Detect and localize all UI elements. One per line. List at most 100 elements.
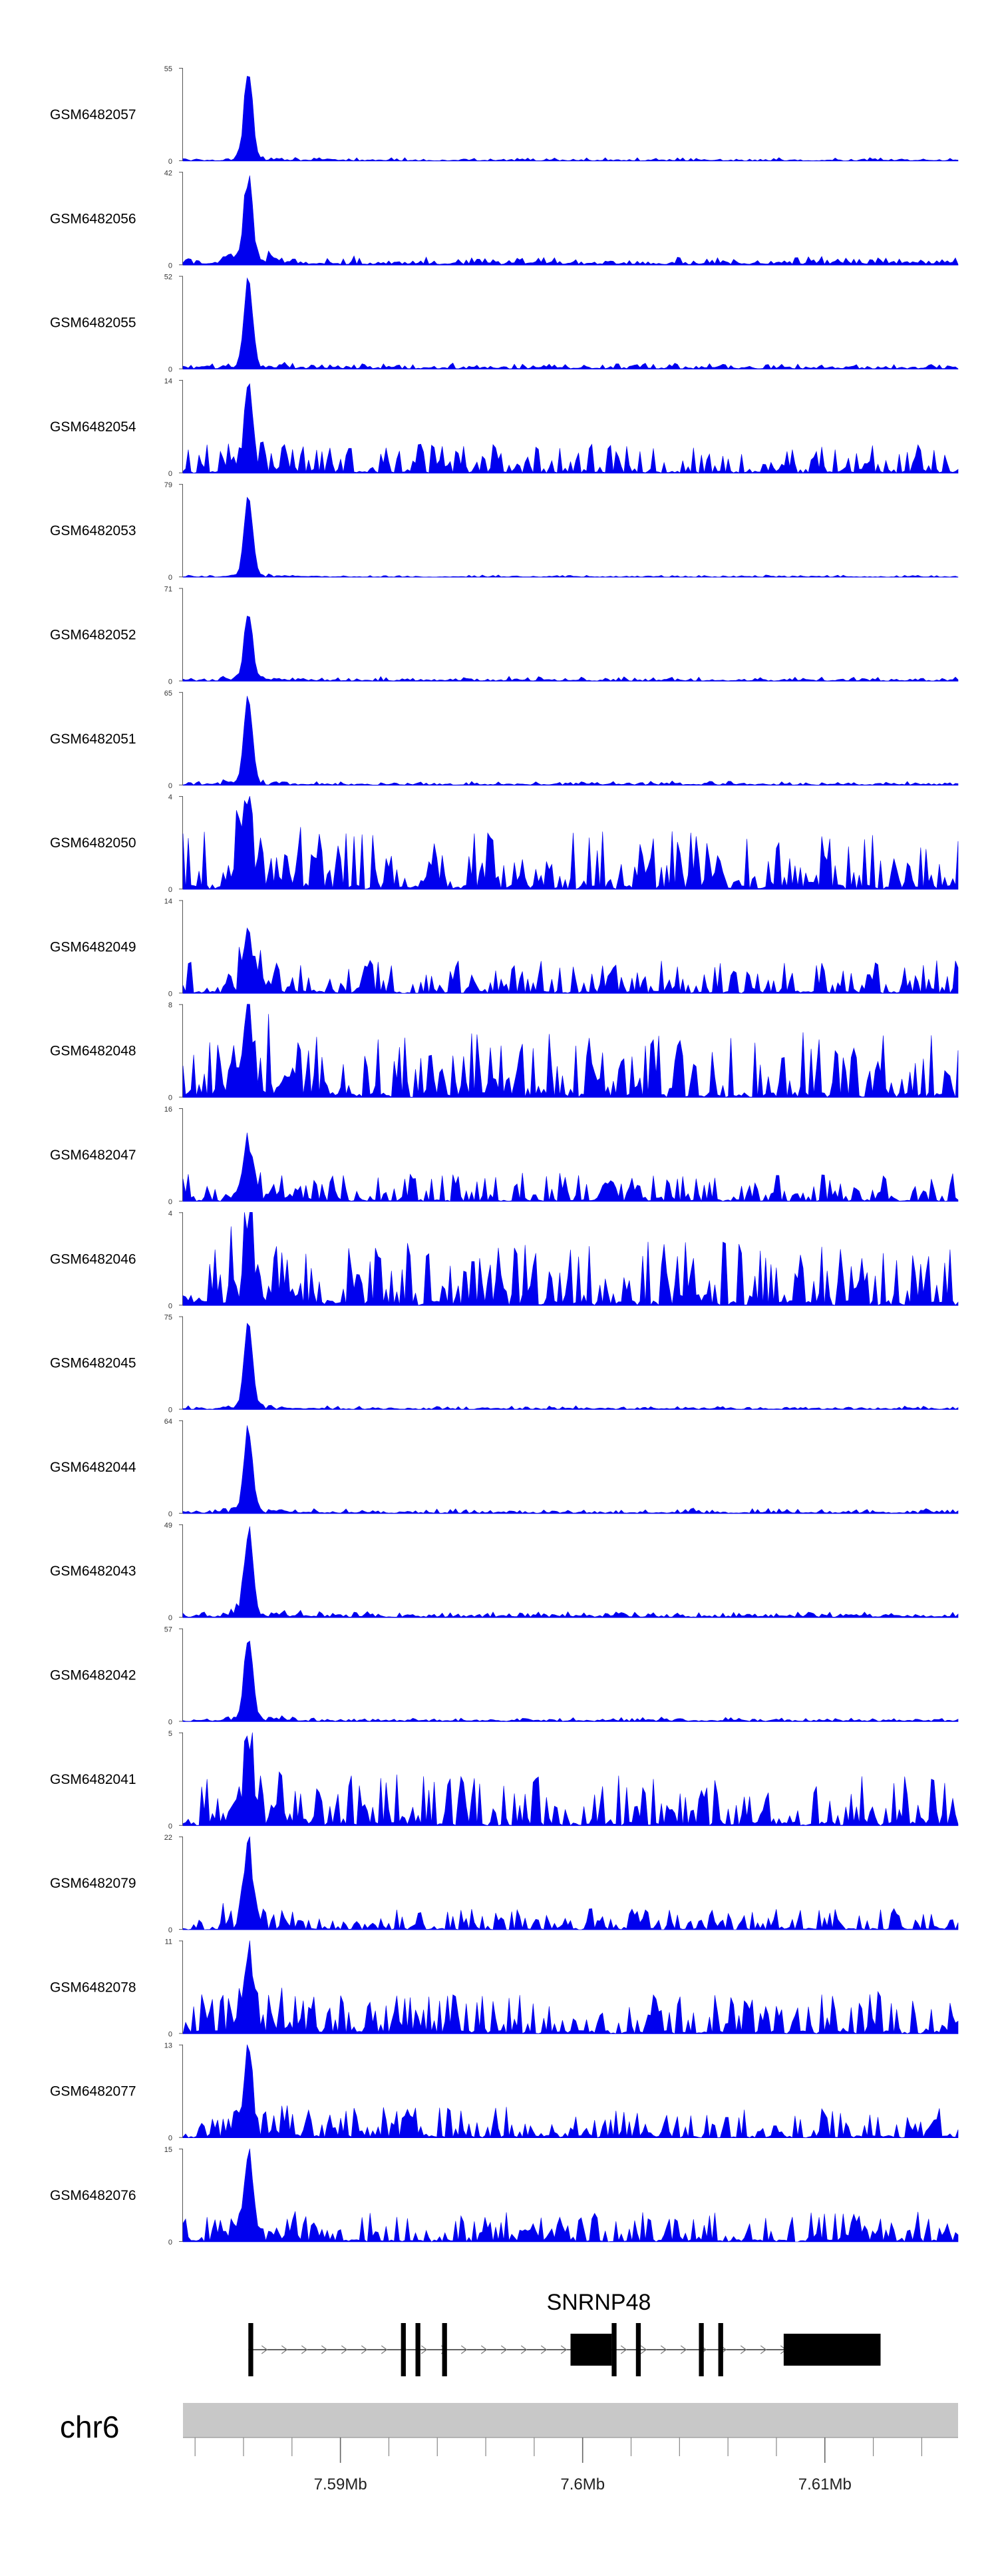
y-max-label: 15: [164, 2146, 172, 2154]
y-min-label: 0: [168, 1510, 172, 1518]
y-max-label: 13: [164, 2042, 172, 2050]
y-max-label: 55: [164, 65, 172, 73]
strand-arrow: [460, 2345, 468, 2354]
y-min-label: 0: [168, 1614, 172, 1622]
track-GSM6482047: GSM6482047 16 0: [50, 1106, 959, 1206]
track-GSM6482043: GSM6482043 49 0: [50, 1522, 959, 1622]
signal-area: [182, 796, 959, 891]
signal-area: [182, 1212, 959, 1306]
track-label: GSM6482047: [50, 1148, 136, 1163]
exon: [248, 2323, 253, 2376]
track-GSM6482053: GSM6482053 79 0: [50, 481, 959, 582]
signal-tracks: GSM6482057550GSM6482056420GSM6482055520G…: [50, 65, 959, 2247]
track-label: GSM6482076: [50, 2188, 136, 2203]
track-label: GSM6482057: [50, 107, 136, 122]
y-max-label: 42: [164, 169, 172, 177]
exon: [415, 2323, 420, 2376]
y-min-label: 0: [168, 158, 172, 166]
strand-arrow: [620, 2345, 627, 2354]
y-min-label: 0: [168, 574, 172, 582]
track-label: GSM6482056: [50, 211, 136, 226]
chromosome-label: chr6: [60, 2410, 119, 2444]
signal-area: [182, 1732, 959, 1826]
exon: [783, 2334, 881, 2366]
track-GSM6482051: GSM6482051 65 0: [50, 690, 959, 790]
y-max-label: 49: [164, 1522, 172, 1530]
track-label: GSM6482045: [50, 1356, 136, 1371]
track-label: GSM6482079: [50, 1876, 136, 1891]
y-max-label: 65: [164, 690, 172, 698]
signal-area: [182, 2148, 959, 2243]
track-GSM6482049: GSM6482049 14 0: [50, 897, 959, 998]
track-GSM6482056: GSM6482056 42 0: [50, 169, 959, 270]
track-GSM6482045: GSM6482045 75 0: [50, 1314, 959, 1414]
y-max-label: 4: [168, 793, 172, 801]
track-label: GSM6482049: [50, 939, 136, 955]
strand-arrow: [740, 2345, 747, 2354]
y-max-label: 14: [164, 377, 172, 385]
y-min-label: 0: [168, 1823, 172, 1830]
strand-arrow: [361, 2345, 368, 2354]
y-min-label: 0: [168, 1926, 172, 1934]
strand-arrow: [281, 2345, 288, 2354]
strand-arrow: [321, 2345, 328, 2354]
track-GSM6482079: GSM6482079 22 0: [50, 1834, 959, 1934]
axis-tick-label: 7.6Mb: [560, 2475, 605, 2493]
signal-area: [182, 696, 959, 786]
exon: [570, 2334, 612, 2366]
track-label: GSM6482051: [50, 732, 136, 747]
track-label: GSM6482043: [50, 1564, 136, 1579]
strand-arrow: [261, 2345, 268, 2354]
strand-arrow: [680, 2345, 687, 2354]
strand-arrow: [381, 2345, 388, 2354]
y-max-label: 14: [164, 897, 172, 905]
strand-arrow: [560, 2345, 568, 2354]
strand-arrow: [420, 2345, 428, 2354]
strand-arrow: [341, 2345, 348, 2354]
y-max-label: 57: [164, 1626, 172, 1634]
track-label: GSM6482054: [50, 419, 136, 435]
track-GSM6482055: GSM6482055 52 0: [50, 274, 959, 374]
track-GSM6482052: GSM6482052 71 0: [50, 586, 959, 686]
gene-label: SNRNP48: [547, 2290, 651, 2315]
track-label: GSM6482042: [50, 1668, 136, 1683]
signal-area: [182, 616, 959, 682]
y-min-label: 0: [168, 1406, 172, 1414]
y-min-label: 0: [168, 2135, 172, 2143]
track-GSM6482046: GSM6482046 4 0: [50, 1209, 959, 1310]
y-min-label: 0: [168, 782, 172, 790]
y-max-label: 8: [168, 1002, 172, 1010]
axis-tick-label: 7.59Mb: [314, 2475, 367, 2493]
y-min-label: 0: [168, 1719, 172, 1727]
signal-area: [182, 1640, 959, 1722]
exon: [699, 2323, 704, 2376]
y-min-label: 0: [168, 1302, 172, 1310]
signal-area: [182, 1004, 959, 1098]
track-GSM6482078: GSM6482078 11 0: [50, 1938, 959, 2038]
y-max-label: 64: [164, 1418, 172, 1426]
y-max-label: 4: [168, 1209, 172, 1217]
signal-area: [182, 277, 959, 369]
signal-area: [182, 1323, 959, 1410]
exon: [401, 2323, 406, 2376]
track-GSM6482042: GSM6482042 57 0: [50, 1626, 959, 1727]
y-min-label: 0: [168, 886, 172, 894]
gene-annotation-track: SNRNP48: [248, 2290, 881, 2376]
y-min-label: 0: [168, 470, 172, 478]
chromosome-ideogram: chr6: [60, 2403, 958, 2444]
track-label: GSM6482044: [50, 1460, 136, 1475]
exon: [718, 2323, 723, 2376]
y-max-label: 52: [164, 274, 172, 282]
y-max-label: 11: [165, 1938, 172, 1946]
y-max-label: 22: [164, 1834, 172, 1842]
y-min-label: 0: [168, 366, 172, 374]
y-min-label: 0: [168, 990, 172, 998]
signal-area: [182, 927, 959, 994]
strand-arrow: [520, 2345, 528, 2354]
y-min-label: 0: [168, 678, 172, 686]
track-label: GSM6482046: [50, 1251, 136, 1267]
signal-area: [182, 1425, 959, 1514]
strand-arrow: [640, 2345, 647, 2354]
signal-area: [182, 175, 959, 266]
